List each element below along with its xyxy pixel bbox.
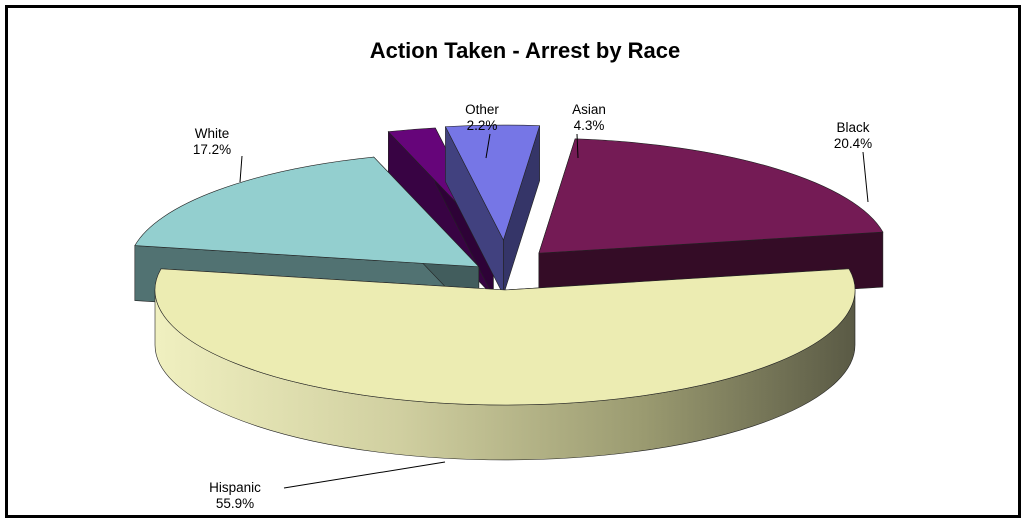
slice-top — [444, 124, 541, 241]
slice-percent: 20.4% — [834, 136, 872, 151]
slice-asian — [444, 124, 541, 296]
slice-hispanic — [154, 268, 856, 461]
slice-name: Black — [836, 120, 869, 135]
leader-line — [283, 461, 446, 489]
slice-top — [538, 138, 884, 254]
leader-line — [862, 151, 869, 203]
slice-name: Hispanic — [209, 480, 261, 495]
slice-percent: 4.3% — [574, 118, 605, 133]
slice-top — [154, 268, 856, 406]
slice-percent: 2.2% — [467, 118, 498, 133]
leader-line — [239, 155, 243, 183]
slice-top — [134, 156, 480, 268]
leader-line — [485, 133, 491, 159]
slice-name: Other — [465, 102, 499, 117]
leader-line — [576, 133, 579, 159]
slice-name: White — [195, 126, 230, 141]
slice-percent: 55.9% — [216, 496, 254, 511]
pie-slices — [134, 124, 884, 461]
slice-name: Asian — [572, 102, 606, 117]
chart-title: Action Taken - Arrest by Race — [370, 38, 681, 63]
slice-percent: 17.2% — [193, 142, 231, 157]
